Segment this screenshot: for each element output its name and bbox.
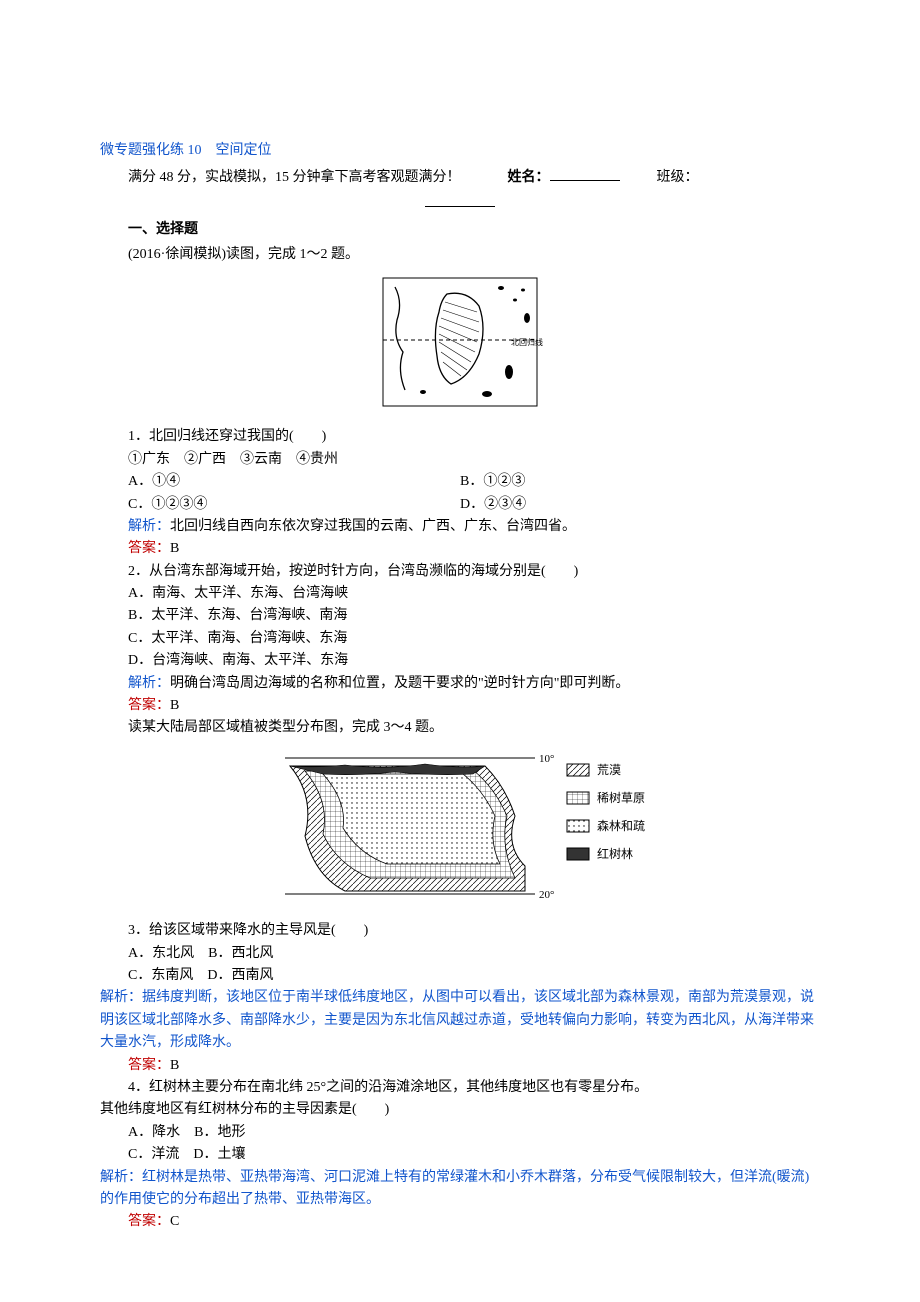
q4-analysis: 解析：红树林是热带、亚热带海湾、河口泥滩上特有的常绿灌木和小乔木群落，分布受气候… (100, 1167, 820, 1212)
q3-analysis: 解析：据纬度判断，该地区位于南半球低纬度地区，从图中可以看出，该区域北部为森林景… (100, 987, 820, 1054)
q4-optD: D．土壤 (193, 1147, 245, 1162)
page: 微专题强化练 10 空间定位 满分 48 分，实战模拟，15 分钟拿下高考客观题… (0, 0, 920, 1302)
worksheet-title: 微专题强化练 10 空间定位 (100, 140, 820, 162)
q1-analysis-text: 北回归线自西向东依次穿过我国的云南、广西、广东、台湾四省。 (170, 519, 576, 534)
legend-3: 红树林 (597, 846, 633, 861)
q1-optD: D．②③④ (460, 494, 820, 516)
q1-answer-label: 答案： (128, 541, 170, 556)
lat-10: 10° (539, 753, 554, 765)
name-blank[interactable] (550, 166, 620, 181)
q4-optA: A．降水 (128, 1125, 180, 1140)
info-row: 满分 48 分，实战模拟，15 分钟拿下高考客观题满分！ 姓名： 班级： (100, 166, 820, 189)
q3-row-cd: C．东南风 D．西南风 (100, 965, 820, 987)
legend-2: 森林和疏林 (597, 818, 645, 833)
q1-optC: C．①②③④ (100, 494, 460, 516)
q1-answer-val: B (170, 541, 179, 556)
q3-row-ab: A．东北风 B．西北风 (100, 943, 820, 965)
legend-0: 荒漠 (597, 763, 621, 777)
taiwan-map-svg: 北回归线 (375, 272, 545, 412)
q2-optA: A．南海、太平洋、东海、台湾海峡 (100, 583, 820, 605)
figure-2: 10° 20° 荒漠 稀树草原 森林和疏林 红树林 (100, 746, 820, 914)
q1-optB: B．①②③ (460, 471, 820, 493)
info-text: 满分 48 分，实战模拟，15 分钟拿下高考客观题满分！ (128, 170, 461, 185)
legend-1: 稀树草原 (597, 790, 645, 805)
q4-analysis-label: 解析： (100, 1170, 142, 1185)
q3-answer-label: 答案： (128, 1058, 170, 1073)
class-label: 班级： (657, 170, 699, 185)
q4-optC: C．洋流 (128, 1147, 179, 1162)
q4-answer-label: 答案： (128, 1214, 170, 1229)
q3-optB: B．西北风 (208, 946, 273, 961)
q2-answer-label: 答案： (128, 698, 170, 713)
q2-analysis: 解析：明确台湾岛周边海域的名称和位置，及题干要求的"逆时针方向"即可判断。 (100, 673, 820, 695)
q1-answer: 答案：B (100, 538, 820, 560)
q4-optB: B．地形 (194, 1125, 245, 1140)
q2-analysis-text: 明确台湾岛周边海域的名称和位置，及题干要求的"逆时针方向"即可判断。 (170, 676, 629, 691)
q3-answer: 答案：B (100, 1055, 820, 1077)
q1-stem: 1．北回归线还穿过我国的( ) (100, 426, 820, 448)
section2-intro: 读某大陆局部区域植被类型分布图，完成 3～4 题。 (100, 717, 820, 739)
q4-answer-val: C (170, 1214, 179, 1229)
q3-optA: A．东北风 (128, 946, 194, 961)
q3-answer-val: B (170, 1058, 179, 1073)
q4-answer: 答案：C (100, 1211, 820, 1233)
class-blank[interactable] (425, 192, 495, 207)
q4-row-ab: A．降水 B．地形 (100, 1122, 820, 1144)
vegetation-map-svg: 10° 20° 荒漠 稀树草原 森林和疏林 红树林 (275, 746, 645, 906)
tropic-label: 北回归线 (511, 337, 543, 347)
section-heading: 一、选择题 (100, 219, 820, 241)
q1-optA: A．①④ (100, 471, 460, 493)
q2-stem: 2．从台湾东部海域开始，按逆时针方向，台湾岛濒临的海域分别是( ) (100, 561, 820, 583)
q1-choice-numbers: ①广东 ②广西 ③云南 ④贵州 (100, 449, 820, 471)
q2-answer: 答案：B (100, 695, 820, 717)
q2-optD: D．台湾海峡、南海、太平洋、东海 (100, 650, 820, 672)
q3-analysis-label: 解析： (100, 990, 142, 1005)
q1-analysis-label: 解析： (128, 519, 170, 534)
lat-20: 20° (539, 889, 554, 901)
q3-analysis-text: 据纬度判断，该地区位于南半球低纬度地区，从图中可以看出，该区域北部为森林景观，南… (100, 990, 814, 1050)
q1-row-ab: A．①④ B．①②③ (100, 471, 820, 493)
q4-analysis-text: 红树林是热带、亚热带海湾、河口泥滩上特有的常绿灌木和小乔木群落，分布受气候限制较… (100, 1170, 809, 1207)
legend: 荒漠 稀树草原 森林和疏林 红树林 (567, 763, 645, 861)
q2-analysis-label: 解析： (128, 676, 170, 691)
q3-optD: D．西南风 (207, 968, 273, 983)
section-intro: (2016·徐闻模拟)读图，完成 1～2 题。 (100, 244, 820, 266)
q4-row-cd: C．洋流 D．土壤 (100, 1144, 820, 1166)
q1-row-cd: C．①②③④ D．②③④ (100, 494, 820, 516)
figure-1: 北回归线 (100, 272, 820, 420)
q3-stem: 3．给该区域带来降水的主导风是( ) (100, 920, 820, 942)
class-blank-row (100, 192, 820, 215)
q2-answer-val: B (170, 698, 179, 713)
q2-optC: C．太平洋、南海、台湾海峡、东海 (100, 628, 820, 650)
q3-optC: C．东南风 (128, 968, 193, 983)
q4-stem-1: 4．红树林主要分布在南北纬 25°之间的沿海滩涂地区，其他纬度地区也有零星分布。 (100, 1077, 820, 1099)
name-label: 姓名： (508, 170, 550, 185)
q4-stem-2: 其他纬度地区有红树林分布的主导因素是( ) (100, 1099, 820, 1121)
q2-optB: B．太平洋、东海、台湾海峡、南海 (100, 605, 820, 627)
q1-analysis: 解析：北回归线自西向东依次穿过我国的云南、广西、广东、台湾四省。 (100, 516, 820, 538)
